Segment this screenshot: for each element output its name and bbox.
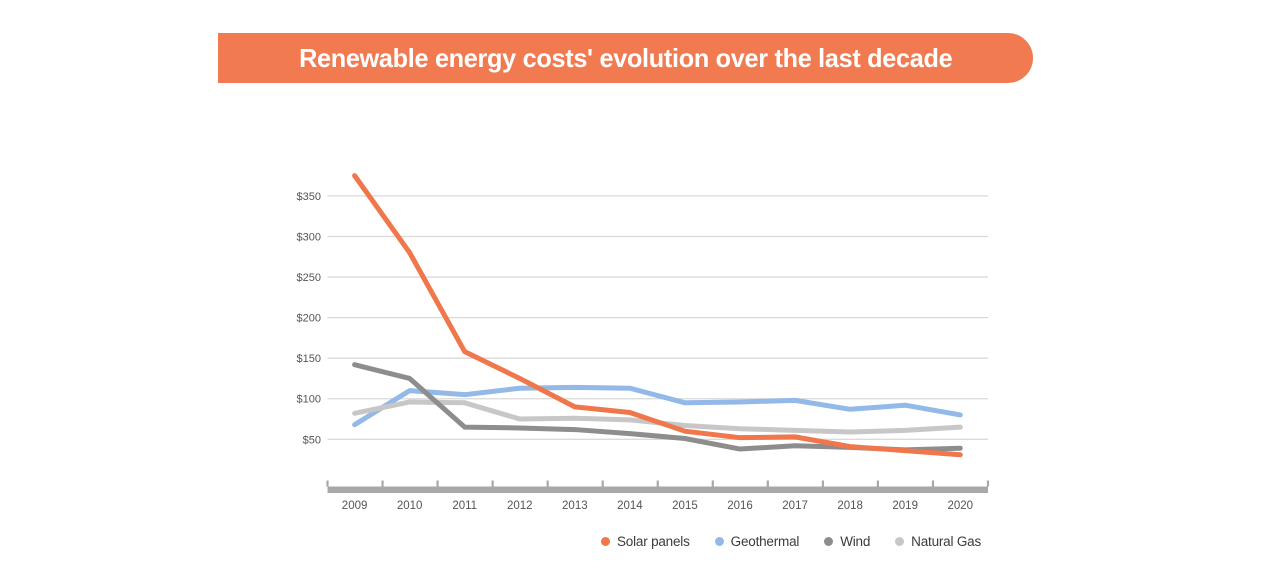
wind-dot-icon bbox=[824, 536, 834, 546]
svg-text:2015: 2015 bbox=[672, 500, 698, 512]
x-axis-labels: 2009 2010 2011 2012 2013 2014 2015 2016 2017 2018… bbox=[342, 500, 973, 512]
svg-text:2014: 2014 bbox=[617, 500, 643, 512]
legend-item-geothermal: Geothermal bbox=[714, 533, 800, 549]
chart-legend: Solar panels Geothermal Wind Natural Gas bbox=[601, 531, 981, 551]
svg-text:2010: 2010 bbox=[397, 500, 423, 512]
title-banner: Renewable energy costs' evolution over t… bbox=[218, 33, 1033, 83]
legend-label: Natural Gas bbox=[911, 533, 982, 549]
svg-text:$50: $50 bbox=[303, 434, 321, 446]
legend-item-solar-panels: Solar panels bbox=[601, 534, 690, 549]
page-title: Renewable energy costs' evolution over t… bbox=[298, 42, 953, 73]
svg-text:2011: 2011 bbox=[452, 500, 477, 512]
solar-panels-dot-icon bbox=[601, 536, 610, 546]
svg-text:2017: 2017 bbox=[782, 500, 808, 512]
svg-text:2018: 2018 bbox=[837, 500, 863, 512]
legend-label: Solar panels bbox=[617, 533, 690, 549]
svg-text:$350: $350 bbox=[297, 191, 321, 203]
legend-item-wind: Wind bbox=[824, 534, 870, 549]
natural-gas-dot-icon bbox=[895, 536, 905, 546]
x-axis bbox=[326, 480, 990, 493]
svg-text:2016: 2016 bbox=[727, 500, 753, 512]
legend-item-natural-gas: Natural Gas bbox=[895, 534, 981, 549]
svg-text:$250: $250 bbox=[297, 272, 321, 284]
cost-evolution-chart: $350 $300 $250 $200 $150 $100 $50 2009 2010 2011… bbox=[297, 173, 990, 512]
svg-text:$150: $150 bbox=[297, 353, 321, 365]
legend-label: Geothermal bbox=[730, 533, 800, 549]
y-axis-labels: $350 $300 $250 $200 $150 $100 $50 bbox=[297, 191, 321, 446]
svg-text:$200: $200 bbox=[297, 313, 321, 325]
legend-label: Wind bbox=[840, 533, 871, 549]
geothermal-dot-icon bbox=[714, 536, 724, 546]
svg-text:$300: $300 bbox=[297, 231, 321, 243]
svg-text:2013: 2013 bbox=[562, 500, 588, 512]
svg-text:2009: 2009 bbox=[342, 500, 368, 512]
svg-text:$100: $100 bbox=[297, 394, 321, 406]
svg-text:2012: 2012 bbox=[507, 500, 533, 512]
gridlines bbox=[327, 195, 988, 440]
series-lines bbox=[352, 173, 963, 458]
svg-text:2020: 2020 bbox=[947, 500, 973, 512]
svg-text:2019: 2019 bbox=[892, 500, 918, 512]
